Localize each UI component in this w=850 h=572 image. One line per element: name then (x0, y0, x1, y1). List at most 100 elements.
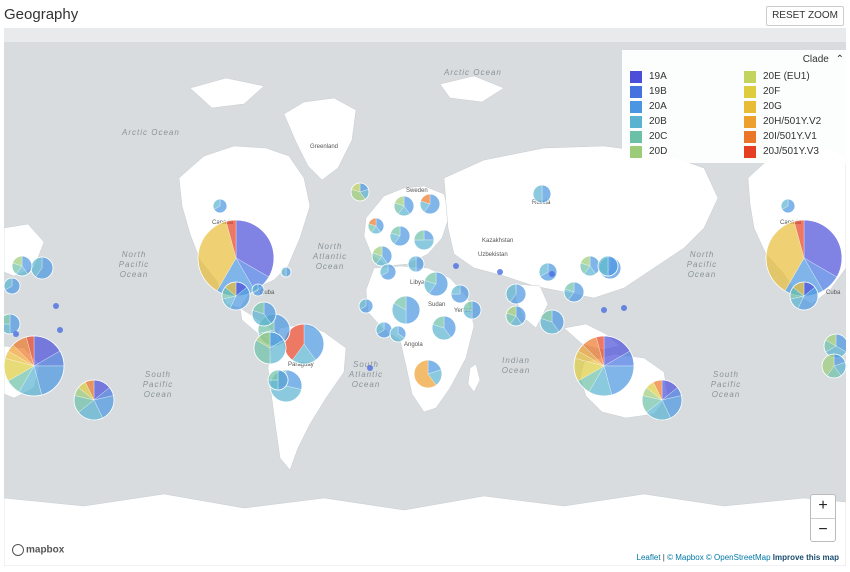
case-bubble[interactable] (379, 263, 397, 281)
case-bubble[interactable] (73, 379, 115, 421)
case-bubble[interactable] (419, 193, 441, 215)
case-bubble[interactable] (367, 217, 385, 235)
legend-label: 20F (763, 86, 781, 97)
case-bubble[interactable] (780, 198, 796, 214)
legend-swatch (744, 86, 756, 98)
case-bubble[interactable] (573, 335, 635, 397)
case-bubble[interactable] (821, 353, 846, 379)
mapbox-link[interactable]: © Mapbox (667, 553, 704, 562)
legend-swatch (630, 131, 642, 143)
ocean-label: South Pacific Ocean (142, 370, 174, 399)
case-dot[interactable] (367, 365, 373, 371)
legend-label: 19A (649, 71, 667, 82)
case-dot[interactable] (57, 327, 63, 333)
case-bubble[interactable] (532, 184, 552, 204)
case-bubble[interactable] (597, 255, 619, 277)
case-bubble[interactable] (431, 315, 457, 341)
case-bubble[interactable] (251, 283, 265, 297)
case-bubble[interactable] (407, 255, 425, 273)
case-bubble[interactable] (462, 300, 482, 320)
case-bubble[interactable] (11, 255, 33, 277)
ocean-label: Arctic Ocean (122, 128, 180, 137)
case-bubble[interactable] (789, 281, 819, 311)
case-bubble[interactable] (563, 281, 585, 303)
legend-label: 20J/501Y.V3 (763, 146, 819, 157)
case-bubble[interactable] (579, 255, 601, 277)
zoom-out-button[interactable]: − (818, 521, 828, 538)
osm-link[interactable]: © OpenStreetMap (705, 553, 771, 562)
legend-swatch (630, 101, 642, 113)
case-bubble[interactable] (4, 335, 65, 397)
case-bubble[interactable] (413, 229, 435, 251)
case-dot[interactable] (497, 269, 503, 275)
case-bubble[interactable] (450, 284, 470, 304)
case-bubble[interactable] (371, 245, 393, 267)
case-bubble[interactable] (538, 262, 558, 282)
case-bubble[interactable] (389, 325, 407, 343)
case-bubble[interactable] (251, 301, 277, 327)
case-bubble[interactable] (389, 225, 411, 247)
legend-title: Clade (802, 54, 829, 65)
mapbox-logo[interactable]: mapbox (12, 544, 64, 556)
case-dot[interactable] (621, 305, 627, 311)
case-bubble[interactable] (641, 379, 683, 421)
case-bubble[interactable] (267, 369, 289, 391)
ocean-label: Arctic Ocean (444, 68, 502, 77)
attribution-separator: | (662, 553, 668, 562)
legend-swatch (744, 131, 756, 143)
case-bubble[interactable] (413, 359, 443, 389)
case-dot[interactable] (549, 271, 555, 277)
mapbox-logo-text: mapbox (26, 544, 65, 556)
case-bubble[interactable] (4, 313, 21, 335)
case-dot[interactable] (13, 331, 19, 337)
case-bubble[interactable] (505, 283, 527, 305)
ocean-label: South Atlantic Ocean (348, 360, 384, 389)
case-bubble[interactable] (539, 309, 565, 335)
legend-label: 20B (649, 116, 667, 127)
case-bubble[interactable] (393, 195, 415, 217)
legend-label: 20D (649, 146, 668, 157)
place-label: Cuba (826, 290, 841, 296)
case-dot[interactable] (53, 303, 59, 309)
panel-header: Geography RESET ZOOM (0, 0, 850, 28)
place-label: Sweden (406, 188, 428, 194)
ocean-label: North Pacific Ocean (686, 250, 718, 279)
place-label: Uzbekistan (478, 252, 508, 258)
legend-swatch (744, 71, 756, 83)
legend-toggle[interactable]: Clade ⌃ (803, 54, 844, 65)
place-label: Cuba (260, 290, 275, 296)
case-bubble[interactable] (221, 281, 251, 311)
leaflet-link[interactable]: Leaflet (636, 553, 661, 562)
improve-map-link[interactable]: Improve this map (772, 553, 839, 562)
case-bubble[interactable] (30, 256, 54, 280)
case-dot[interactable] (453, 263, 459, 269)
case-bubble[interactable] (391, 295, 421, 325)
world-map[interactable]: Arctic Ocean Arctic Ocean North Atlantic… (4, 28, 846, 566)
legend-label: 20I/501Y.V1 (763, 131, 817, 142)
place-label: Paraguay (288, 362, 314, 368)
case-dot[interactable] (601, 307, 607, 313)
case-bubble[interactable] (358, 298, 374, 314)
case-bubble[interactable] (350, 182, 370, 202)
place-label: Kazakhstan (482, 238, 514, 244)
case-bubble[interactable] (505, 305, 527, 327)
case-bubble[interactable] (280, 266, 292, 278)
legend-label: 20C (649, 131, 668, 142)
legend-swatch (744, 101, 756, 113)
case-bubble[interactable] (4, 277, 21, 295)
legend-swatch (630, 146, 642, 158)
case-bubble[interactable] (375, 321, 393, 339)
reset-zoom-button[interactable]: RESET ZOOM (766, 6, 844, 26)
legend-label: 20E (EU1) (763, 71, 810, 82)
map-attribution: Leaflet | © Mapbox © OpenStreetMap Impro… (633, 553, 842, 562)
place-label: Greenland (310, 144, 339, 150)
case-bubble[interactable] (423, 271, 449, 297)
case-bubble[interactable] (253, 331, 287, 365)
place-label: Sudan (428, 302, 446, 308)
legend-swatch (744, 116, 756, 128)
zoom-in-button[interactable]: + (818, 497, 828, 514)
legend-label: 20H/501Y.V2 (763, 116, 822, 127)
bubble-layer (4, 182, 846, 421)
clade-legend: Clade ⌃ 19A 19B 20A 20B 20C 20D 20E (EU1) 20F 20… (622, 50, 846, 163)
case-bubble[interactable] (212, 198, 228, 214)
